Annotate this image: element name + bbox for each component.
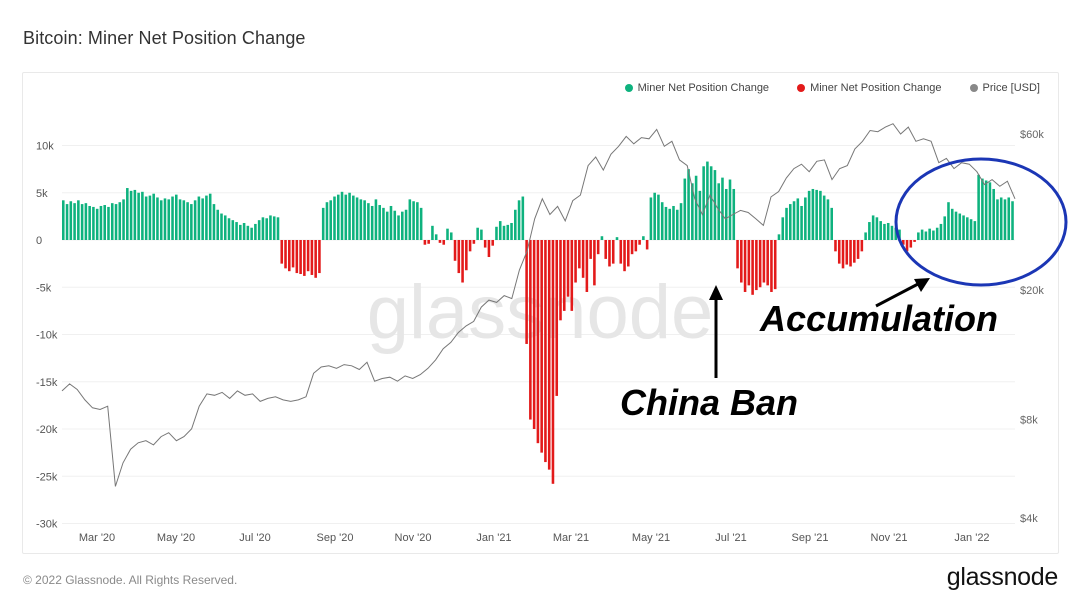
price-line bbox=[61, 123, 1016, 487]
y-axis-tick: -25k bbox=[36, 471, 58, 483]
page-title: Bitcoin: Miner Net Position Change bbox=[23, 28, 306, 48]
x-axis-tick: Nov '20 bbox=[395, 532, 432, 544]
x-axis-tick: Jul '20 bbox=[239, 532, 270, 544]
accumulation-circle bbox=[894, 157, 1068, 287]
x-axis-tick: Jul '21 bbox=[715, 532, 746, 544]
y-axis-tick: 0 bbox=[36, 235, 42, 247]
glassnode-logo: glassnode bbox=[946, 563, 1059, 591]
y2-axis-tick: $20k bbox=[1020, 285, 1044, 297]
x-axis-tick: Jan '22 bbox=[954, 532, 989, 544]
annotation-accumulation: Accumulation bbox=[760, 298, 999, 339]
watermark: glassnode bbox=[367, 270, 714, 355]
x-axis-tick: May '21 bbox=[632, 532, 670, 544]
x-axis-tick: May '20 bbox=[157, 532, 195, 544]
y2-axis-tick: $8k bbox=[1020, 415, 1038, 427]
x-axis-tick: Mar '20 bbox=[79, 532, 115, 544]
legend-label: Miner Net Position Change bbox=[810, 82, 942, 94]
y-axis-tick: 5k bbox=[36, 188, 48, 200]
y-axis-tick: 10k bbox=[36, 141, 54, 153]
legend-item-positive[interactable]: Miner Net Position Change bbox=[624, 82, 770, 94]
annotation-china-ban: China Ban bbox=[620, 382, 799, 423]
x-axis-tick: Nov '21 bbox=[871, 532, 908, 544]
legend-item-negative[interactable]: Miner Net Position Change bbox=[797, 82, 942, 94]
x-axis-tick: Sep '20 bbox=[317, 532, 354, 544]
legend-item-price[interactable]: Price [USD] bbox=[969, 82, 1040, 94]
legend-label: Price [USD] bbox=[982, 82, 1040, 94]
y-axis-tick: -30k bbox=[36, 519, 58, 531]
bar-series bbox=[62, 161, 1014, 484]
y-axis-tick: -10k bbox=[36, 330, 58, 342]
y2-axis-tick: $60k bbox=[1020, 129, 1044, 141]
red-dot-icon bbox=[797, 84, 806, 92]
y2-axis-tick: $4k bbox=[1020, 513, 1038, 525]
x-axis-tick: Mar '21 bbox=[553, 532, 589, 544]
annotation-arrows bbox=[709, 278, 930, 378]
gray-dot-icon bbox=[969, 84, 978, 92]
x-axis-tick: Jan '21 bbox=[476, 532, 511, 544]
y-axis-tick: -5k bbox=[36, 282, 52, 294]
green-dot-icon bbox=[624, 84, 633, 92]
x-axis-tick: Sep '21 bbox=[792, 532, 829, 544]
legend-label: Miner Net Position Change bbox=[637, 82, 770, 94]
y-axis-tick: -20k bbox=[36, 424, 58, 436]
copyright-text: © 2022 Glassnode. All Rights Reserved. bbox=[23, 573, 238, 587]
chart-legend: Miner Net Position Change Miner Net Posi… bbox=[624, 82, 1040, 94]
y-axis-tick: -15k bbox=[36, 377, 58, 389]
